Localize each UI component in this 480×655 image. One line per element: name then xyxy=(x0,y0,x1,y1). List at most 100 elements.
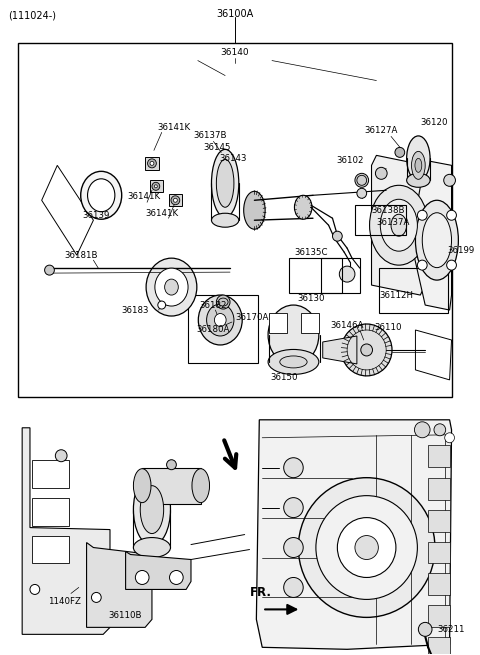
Circle shape xyxy=(444,174,456,186)
Text: (111024-): (111024-) xyxy=(9,10,57,21)
Circle shape xyxy=(284,538,303,557)
Bar xyxy=(145,157,159,170)
Text: 36183: 36183 xyxy=(121,305,149,314)
Circle shape xyxy=(444,433,455,443)
Bar xyxy=(288,258,342,293)
Ellipse shape xyxy=(140,485,164,534)
Polygon shape xyxy=(256,420,452,649)
Circle shape xyxy=(375,167,387,179)
Text: 36199: 36199 xyxy=(448,246,475,255)
Ellipse shape xyxy=(407,136,430,181)
Polygon shape xyxy=(410,160,452,310)
Circle shape xyxy=(158,301,166,309)
Text: 36181B: 36181B xyxy=(64,251,97,259)
Polygon shape xyxy=(323,336,357,364)
Ellipse shape xyxy=(415,200,458,280)
Text: 36211: 36211 xyxy=(438,625,466,634)
Ellipse shape xyxy=(380,199,418,251)
Text: 36110: 36110 xyxy=(374,324,402,333)
Circle shape xyxy=(337,517,396,578)
Ellipse shape xyxy=(422,213,452,268)
Bar xyxy=(428,477,450,500)
Ellipse shape xyxy=(407,174,430,187)
Ellipse shape xyxy=(150,161,154,165)
Circle shape xyxy=(333,231,342,241)
Circle shape xyxy=(316,496,418,599)
Text: 1140FZ: 1140FZ xyxy=(48,597,81,607)
Ellipse shape xyxy=(192,469,210,502)
Text: 36143: 36143 xyxy=(219,154,247,163)
Text: 36141K: 36141K xyxy=(158,123,191,132)
Ellipse shape xyxy=(155,185,157,188)
Circle shape xyxy=(299,477,435,618)
Ellipse shape xyxy=(280,356,307,368)
Bar xyxy=(379,268,448,313)
Circle shape xyxy=(419,622,432,637)
Ellipse shape xyxy=(165,279,178,295)
Ellipse shape xyxy=(173,198,177,202)
Bar xyxy=(428,637,450,655)
Ellipse shape xyxy=(341,324,392,376)
Bar xyxy=(428,542,450,563)
Ellipse shape xyxy=(391,214,407,236)
Polygon shape xyxy=(42,165,94,255)
Polygon shape xyxy=(415,330,452,380)
Ellipse shape xyxy=(133,469,151,502)
Circle shape xyxy=(418,260,427,270)
Text: 36137B: 36137B xyxy=(194,131,227,140)
Ellipse shape xyxy=(146,258,197,316)
Polygon shape xyxy=(86,542,152,627)
Text: 36141K: 36141K xyxy=(128,192,161,201)
Circle shape xyxy=(135,571,149,584)
Polygon shape xyxy=(22,428,110,634)
Bar xyxy=(32,460,69,488)
Circle shape xyxy=(45,265,54,275)
Text: 36170A: 36170A xyxy=(235,312,268,322)
Bar xyxy=(168,195,182,206)
Bar xyxy=(142,468,201,504)
Polygon shape xyxy=(372,155,425,295)
Bar xyxy=(18,43,452,397)
Circle shape xyxy=(355,536,378,559)
Bar xyxy=(150,180,163,193)
Text: 36140: 36140 xyxy=(221,48,249,57)
Text: 36130: 36130 xyxy=(297,293,325,303)
Ellipse shape xyxy=(268,305,319,365)
Text: 36112H: 36112H xyxy=(379,291,413,299)
Text: 36141K: 36141K xyxy=(145,209,178,217)
Bar xyxy=(355,205,406,235)
Text: FR.: FR. xyxy=(250,586,272,599)
Circle shape xyxy=(395,147,405,157)
Text: 36146A: 36146A xyxy=(330,320,364,329)
Ellipse shape xyxy=(133,538,170,557)
Circle shape xyxy=(355,174,369,187)
Text: 36135C: 36135C xyxy=(294,248,328,257)
Circle shape xyxy=(447,210,456,220)
Text: 36182: 36182 xyxy=(200,301,227,310)
Circle shape xyxy=(339,266,355,282)
Bar xyxy=(321,258,360,293)
Circle shape xyxy=(284,498,303,517)
Ellipse shape xyxy=(171,196,180,205)
Bar xyxy=(428,574,450,595)
Circle shape xyxy=(167,460,176,470)
Ellipse shape xyxy=(294,195,312,219)
Ellipse shape xyxy=(268,350,319,375)
Circle shape xyxy=(357,188,367,198)
Bar xyxy=(428,510,450,532)
Circle shape xyxy=(30,584,40,595)
Bar xyxy=(32,498,69,525)
Ellipse shape xyxy=(212,149,239,217)
Polygon shape xyxy=(126,552,191,590)
Text: 36110B: 36110B xyxy=(109,611,143,620)
Text: 36145: 36145 xyxy=(204,143,231,152)
Bar xyxy=(32,536,69,563)
Ellipse shape xyxy=(155,268,188,306)
Circle shape xyxy=(447,260,456,270)
Circle shape xyxy=(169,571,183,584)
Text: 36120: 36120 xyxy=(420,118,448,127)
Circle shape xyxy=(55,450,67,462)
Ellipse shape xyxy=(152,182,160,191)
Circle shape xyxy=(284,458,303,477)
Ellipse shape xyxy=(415,159,422,172)
